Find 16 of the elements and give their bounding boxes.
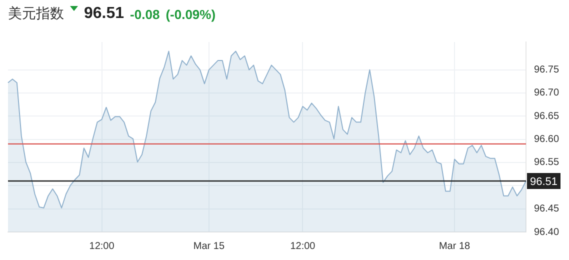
text: 96.51 [84, 5, 124, 23]
y-tick-label: 96.70 [534, 88, 560, 99]
y-tick-label: 96.40 [534, 226, 560, 238]
x-tick-label: Mar 15 [193, 240, 225, 252]
text: -0.08 [130, 6, 160, 22]
text: (-0.09%) [166, 6, 216, 22]
x-tick-label: 12:00 [89, 240, 115, 252]
x-tick-label: Mar 18 [438, 240, 471, 252]
y-tick-label: 96.65 [534, 110, 560, 122]
ref-line-label: 96.51 [530, 176, 558, 188]
x-tick-label: 12:00 [290, 240, 316, 252]
y-tick-label: 96.75 [534, 64, 560, 76]
y-tick-label: 96.55 [534, 157, 560, 168]
chart-title: 美元指数 [8, 5, 64, 23]
y-tick-label: 96.60 [534, 134, 560, 146]
y-tick-label: 96.45 [534, 204, 560, 215]
